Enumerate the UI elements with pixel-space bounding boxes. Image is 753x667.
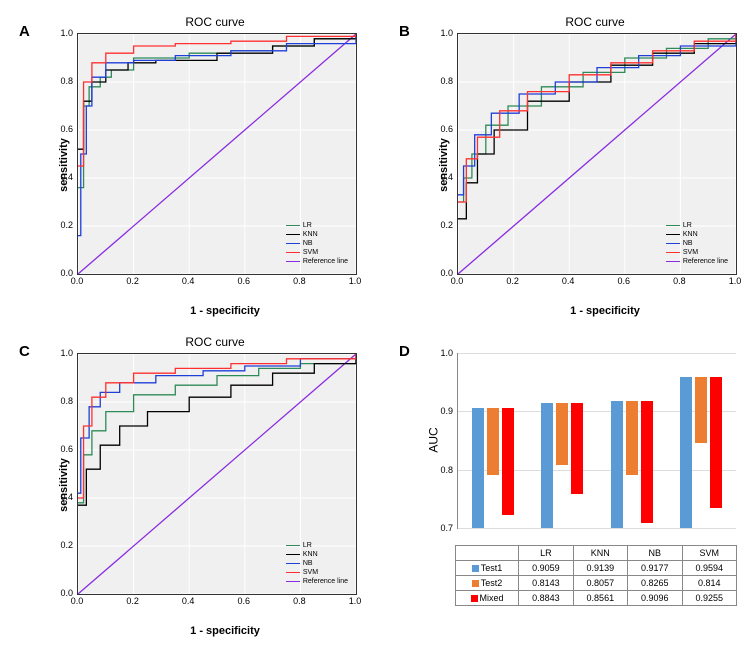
panel-label-D: D <box>399 343 410 360</box>
table-cell: 0.8265 <box>628 576 682 591</box>
table-cell: 0.8057 <box>573 576 627 591</box>
bar <box>680 377 692 528</box>
table-cell: 0.9177 <box>628 561 682 576</box>
bar <box>502 408 514 516</box>
panel-label-A: A <box>19 23 30 40</box>
table-cell: 0.9594 <box>682 561 736 576</box>
legend-item: KNN <box>286 550 348 559</box>
legend-item: SVM <box>286 248 348 257</box>
legend-item: Reference line <box>666 257 728 266</box>
ylabel-B: sensitivity <box>438 138 450 192</box>
legend-item: NB <box>666 239 728 248</box>
panel-label-C: C <box>19 343 30 360</box>
bar <box>487 408 499 475</box>
legend-item: Reference line <box>286 257 348 266</box>
plot-area-A: LRKNNNBSVMReference line <box>77 33 357 275</box>
table-cell: 0.8143 <box>519 576 573 591</box>
table-header: LR <box>519 546 573 561</box>
table-header: KNN <box>573 546 627 561</box>
roc-chart-A: ROC curve LRKNNNBSVMReference line sensi… <box>35 15 375 315</box>
legend-item: Reference line <box>286 577 348 586</box>
bar <box>541 403 553 528</box>
table-header: SVM <box>682 546 736 561</box>
table-row-label: Test1 <box>456 561 519 576</box>
table-row-label: Mixed <box>456 591 519 606</box>
ylabel-A: sensitivity <box>58 138 70 192</box>
bar-group <box>472 408 514 528</box>
legend-B: LRKNNNBSVMReference line <box>664 219 730 268</box>
bar-ylabel: AUC <box>427 427 441 452</box>
table-cell: 0.9059 <box>519 561 573 576</box>
plot-area-B: LRKNNNBSVMReference line <box>457 33 737 275</box>
ylabel-C: sensitivity <box>58 458 70 512</box>
figure-grid: A ROC curve LRKNNNBSVMReference line sen… <box>15 15 738 635</box>
legend-item: SVM <box>666 248 728 257</box>
bar <box>571 403 583 494</box>
roc-chart-C: ROC curve LRKNNNBSVMReference line sensi… <box>35 335 375 635</box>
legend-item: LR <box>286 221 348 230</box>
legend-item: NB <box>286 559 348 568</box>
xlabel-A: 1 - specificity <box>190 305 260 317</box>
bar-chart-D: AUC LRKNNNBSVMTest10.90590.91390.91770.9… <box>415 335 753 635</box>
bar-group <box>611 401 653 528</box>
legend-item: KNN <box>666 230 728 239</box>
panel-D: D AUC LRKNNNBSVMTest10.90590.91390.91770… <box>395 335 753 635</box>
chart-title-C: ROC curve <box>55 335 375 349</box>
panel-C: C ROC curve LRKNNNBSVMReference line sen… <box>15 335 375 635</box>
legend-item: LR <box>666 221 728 230</box>
legend-item: NB <box>286 239 348 248</box>
bar <box>611 401 623 528</box>
panel-A: A ROC curve LRKNNNBSVMReference line sen… <box>15 15 375 315</box>
table-cell: 0.8843 <box>519 591 573 606</box>
bar-plot-D <box>457 353 736 529</box>
xlabel-C: 1 - specificity <box>190 625 260 637</box>
table-cell: 0.8561 <box>573 591 627 606</box>
bar <box>626 401 638 475</box>
legend-item: KNN <box>286 230 348 239</box>
bar-data-table: LRKNNNBSVM Test10.90590.91390.91770.9594 T… <box>455 545 737 606</box>
bar <box>472 408 484 528</box>
table-header: NB <box>628 546 682 561</box>
legend-item: LR <box>286 541 348 550</box>
panel-B: B ROC curve LRKNNNBSVMReference line sen… <box>395 15 753 315</box>
table-cell: 0.814 <box>682 576 736 591</box>
table-row-label: Test2 <box>456 576 519 591</box>
xlabel-B: 1 - specificity <box>570 305 640 317</box>
bar-group <box>680 377 722 528</box>
bar <box>556 403 568 465</box>
legend-A: LRKNNNBSVMReference line <box>284 219 350 268</box>
table-cell: 0.9096 <box>628 591 682 606</box>
chart-title-B: ROC curve <box>435 15 753 29</box>
chart-title-A: ROC curve <box>55 15 375 29</box>
roc-chart-B: ROC curve LRKNNNBSVMReference line sensi… <box>415 15 753 315</box>
panel-label-B: B <box>399 23 410 40</box>
legend-C: LRKNNNBSVMReference line <box>284 539 350 588</box>
table-cell: 0.9255 <box>682 591 736 606</box>
bar-group <box>541 403 583 528</box>
plot-area-C: LRKNNNBSVMReference line <box>77 353 357 595</box>
bar <box>695 377 707 444</box>
bar <box>710 377 722 509</box>
table-cell: 0.9139 <box>573 561 627 576</box>
legend-item: SVM <box>286 568 348 577</box>
bar <box>641 401 653 523</box>
